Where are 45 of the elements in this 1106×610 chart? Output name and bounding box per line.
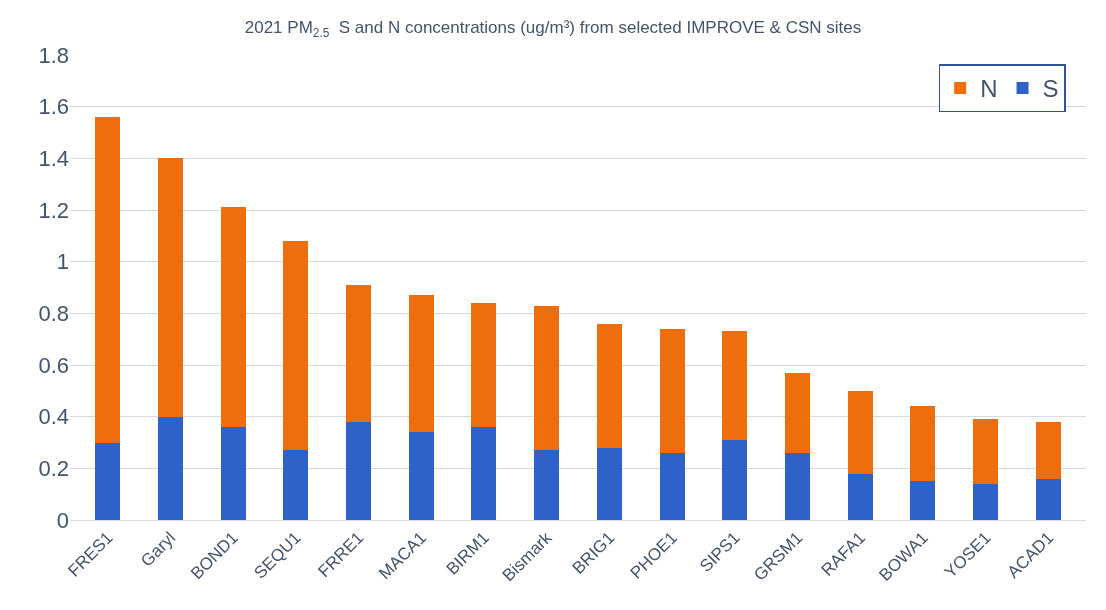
bar bbox=[95, 442, 121, 520]
bar bbox=[910, 406, 936, 482]
bar bbox=[596, 447, 622, 520]
bar bbox=[847, 473, 873, 520]
y-tick-label: 1 bbox=[56, 249, 69, 275]
y-tick-label: 1.4 bbox=[38, 146, 69, 172]
chart-title: 2021 PM$_{2.5}$ S and N concentrations (ug/m³) from selected IMPROVE & CSN sites bbox=[244, 18, 862, 40]
bar bbox=[408, 432, 434, 520]
bar bbox=[1035, 421, 1061, 479]
legend-label: S bbox=[1042, 75, 1059, 103]
bar bbox=[659, 452, 685, 520]
y-tick-label: 0.6 bbox=[38, 352, 69, 378]
bar bbox=[659, 328, 685, 453]
bar bbox=[95, 117, 121, 443]
bar bbox=[471, 303, 497, 427]
y-tick-label: 0.8 bbox=[38, 301, 69, 327]
bar bbox=[283, 450, 309, 520]
bar bbox=[847, 390, 873, 474]
bar bbox=[722, 331, 748, 440]
bar bbox=[784, 452, 811, 520]
bar bbox=[596, 323, 622, 448]
y-tick-label: 0 bbox=[56, 507, 69, 533]
y-tick-label: 1.2 bbox=[38, 197, 69, 223]
bar bbox=[157, 416, 183, 520]
y-tick-label: 0.4 bbox=[38, 404, 69, 430]
bar bbox=[722, 439, 748, 520]
bar bbox=[471, 427, 497, 520]
bar bbox=[973, 483, 999, 520]
bar bbox=[534, 305, 560, 451]
bar bbox=[1035, 478, 1061, 520]
bar bbox=[973, 419, 999, 484]
y-tick-label: 1.6 bbox=[38, 94, 69, 120]
y-tick-label: 0.2 bbox=[38, 456, 69, 482]
bar bbox=[220, 427, 246, 520]
bar bbox=[910, 481, 936, 520]
bar bbox=[220, 207, 246, 427]
bar bbox=[784, 372, 811, 453]
bar bbox=[534, 450, 560, 520]
bar bbox=[345, 284, 372, 422]
bar bbox=[283, 241, 309, 451]
bar bbox=[408, 295, 434, 433]
bar bbox=[345, 421, 372, 520]
bar bbox=[157, 158, 183, 417]
y-tick-label: 1.8 bbox=[38, 42, 69, 68]
legend-label: N bbox=[980, 75, 998, 103]
